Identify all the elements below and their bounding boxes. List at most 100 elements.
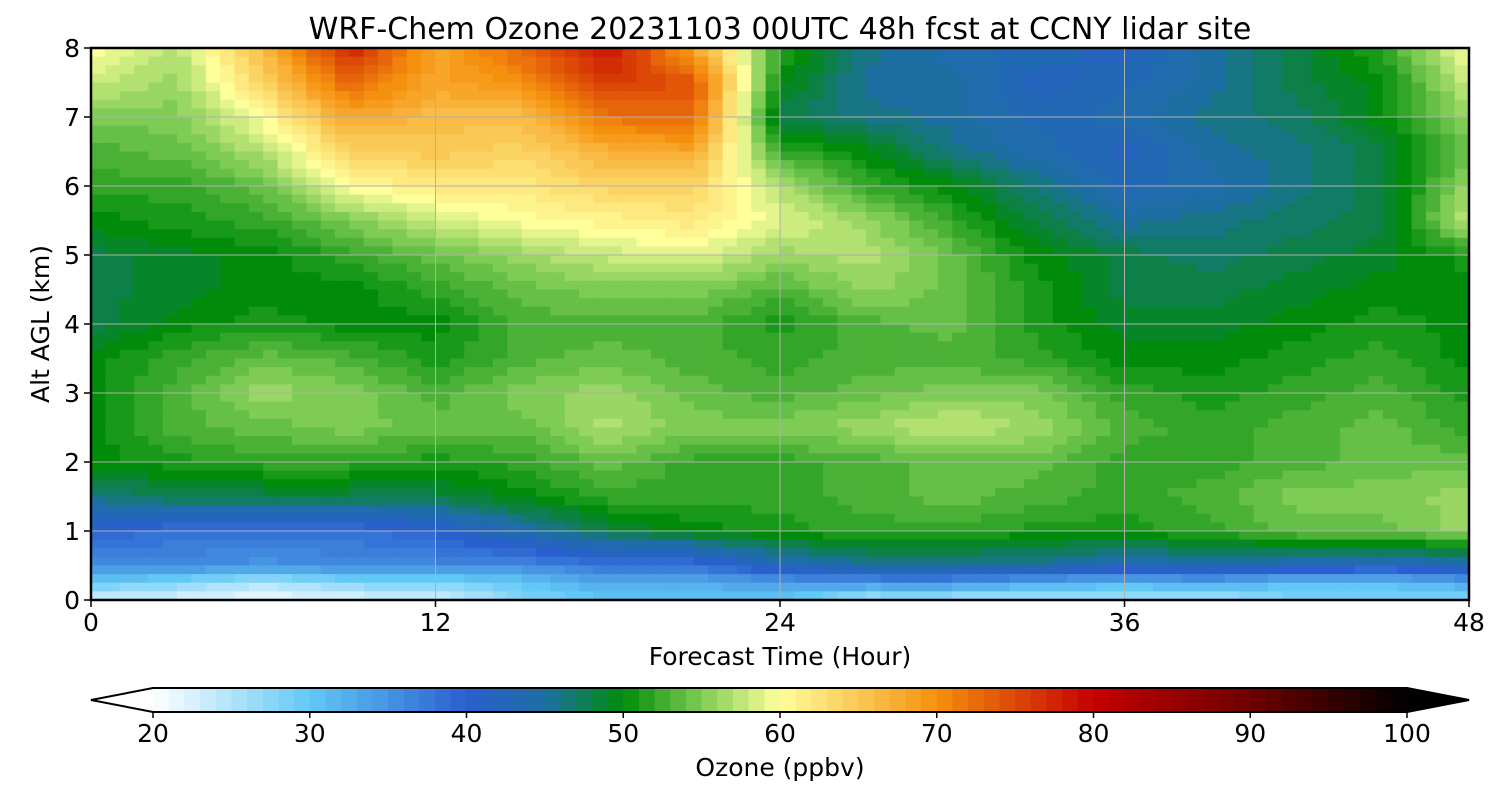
field-cell xyxy=(134,436,150,446)
field-cell xyxy=(277,272,293,282)
field-cell xyxy=(966,384,982,394)
field-cell xyxy=(378,125,394,135)
field-cell xyxy=(1167,246,1183,256)
field-cell xyxy=(708,462,724,472)
field-cell xyxy=(636,393,652,403)
field-cell xyxy=(550,479,566,489)
field-cell xyxy=(665,91,681,101)
field-cell xyxy=(837,453,853,463)
field-cell xyxy=(1224,349,1240,360)
field-cell xyxy=(636,108,652,118)
field-cell xyxy=(320,229,336,239)
field-cell xyxy=(220,332,236,342)
field-cell xyxy=(1454,203,1469,213)
field-cell xyxy=(1296,82,1312,92)
field-cell xyxy=(736,393,752,403)
field-cell xyxy=(306,220,322,230)
field-cell xyxy=(1296,56,1312,66)
field-cell xyxy=(679,332,695,342)
field-cell xyxy=(1138,177,1154,187)
field-cell xyxy=(277,306,293,316)
field-cell xyxy=(693,401,709,411)
field-cell xyxy=(1153,237,1169,247)
field-cell xyxy=(478,229,494,239)
field-cell xyxy=(593,453,609,463)
field-cell xyxy=(1325,134,1341,144)
field-cell xyxy=(263,453,279,463)
field-cell xyxy=(593,82,609,92)
field-cell xyxy=(1268,108,1283,118)
field-cell xyxy=(1397,479,1413,489)
field-cell xyxy=(1239,211,1255,222)
field-cell xyxy=(995,315,1011,325)
field-cell xyxy=(952,298,968,308)
field-cell xyxy=(995,401,1011,411)
field-cell xyxy=(263,315,279,325)
field-cell xyxy=(1397,470,1413,480)
field-cell xyxy=(1124,211,1140,222)
field-cell xyxy=(780,151,795,161)
field-cell xyxy=(1081,427,1097,437)
field-cell xyxy=(894,470,910,480)
field-cell xyxy=(392,134,408,144)
field-cell xyxy=(952,263,968,273)
field-cell xyxy=(708,427,724,437)
field-cell xyxy=(823,341,839,351)
field-cell xyxy=(894,160,910,170)
field-cell xyxy=(306,367,322,377)
field-cell xyxy=(464,444,480,454)
field-cell xyxy=(1397,315,1413,325)
field-cell xyxy=(722,73,738,84)
field-cell xyxy=(995,470,1011,480)
field-cell xyxy=(1224,315,1240,325)
field-cell xyxy=(191,108,207,118)
field-cell xyxy=(248,427,264,437)
field-cell xyxy=(937,160,953,170)
field-cell xyxy=(1110,427,1126,437)
field-cell xyxy=(1196,436,1212,446)
field-cell xyxy=(1296,255,1312,265)
field-cell xyxy=(535,487,551,498)
field-cell xyxy=(191,410,207,420)
field-cell xyxy=(1153,444,1169,454)
field-cell xyxy=(736,108,752,118)
field-cell xyxy=(1296,246,1312,256)
field-cell xyxy=(722,487,738,498)
field-cell xyxy=(1296,177,1312,187)
field-cell xyxy=(1095,367,1111,377)
field-cell xyxy=(607,168,623,178)
field-cell xyxy=(579,255,594,265)
field-cell xyxy=(1425,349,1441,360)
field-cell xyxy=(995,367,1011,377)
field-cell xyxy=(1454,108,1469,118)
field-cell xyxy=(449,444,465,454)
field-cell xyxy=(1268,168,1283,178)
field-cell xyxy=(780,237,795,247)
field-cell xyxy=(392,427,408,437)
field-cell xyxy=(91,246,106,256)
field-cell xyxy=(708,324,724,334)
field-cell xyxy=(1052,99,1068,109)
field-cell xyxy=(1196,255,1212,265)
field-cell xyxy=(1282,151,1298,161)
field-cell xyxy=(693,142,709,153)
field-cell xyxy=(406,73,422,84)
field-cell xyxy=(435,470,451,480)
field-cell xyxy=(134,306,150,316)
field-cell xyxy=(823,194,839,204)
field-cell xyxy=(1368,384,1384,394)
field-cell xyxy=(306,470,322,480)
field-cell xyxy=(105,168,121,178)
field-cell xyxy=(1311,418,1327,429)
field-cell xyxy=(1425,280,1441,291)
field-cell xyxy=(894,479,910,489)
field-cell xyxy=(306,125,322,135)
field-cell xyxy=(894,393,910,403)
field-cell xyxy=(406,315,422,325)
field-cell xyxy=(808,73,824,84)
field-cell xyxy=(1095,479,1111,489)
field-cell xyxy=(134,186,150,196)
field-cell xyxy=(808,211,824,222)
field-cell xyxy=(535,229,551,239)
field-cell xyxy=(507,203,523,213)
